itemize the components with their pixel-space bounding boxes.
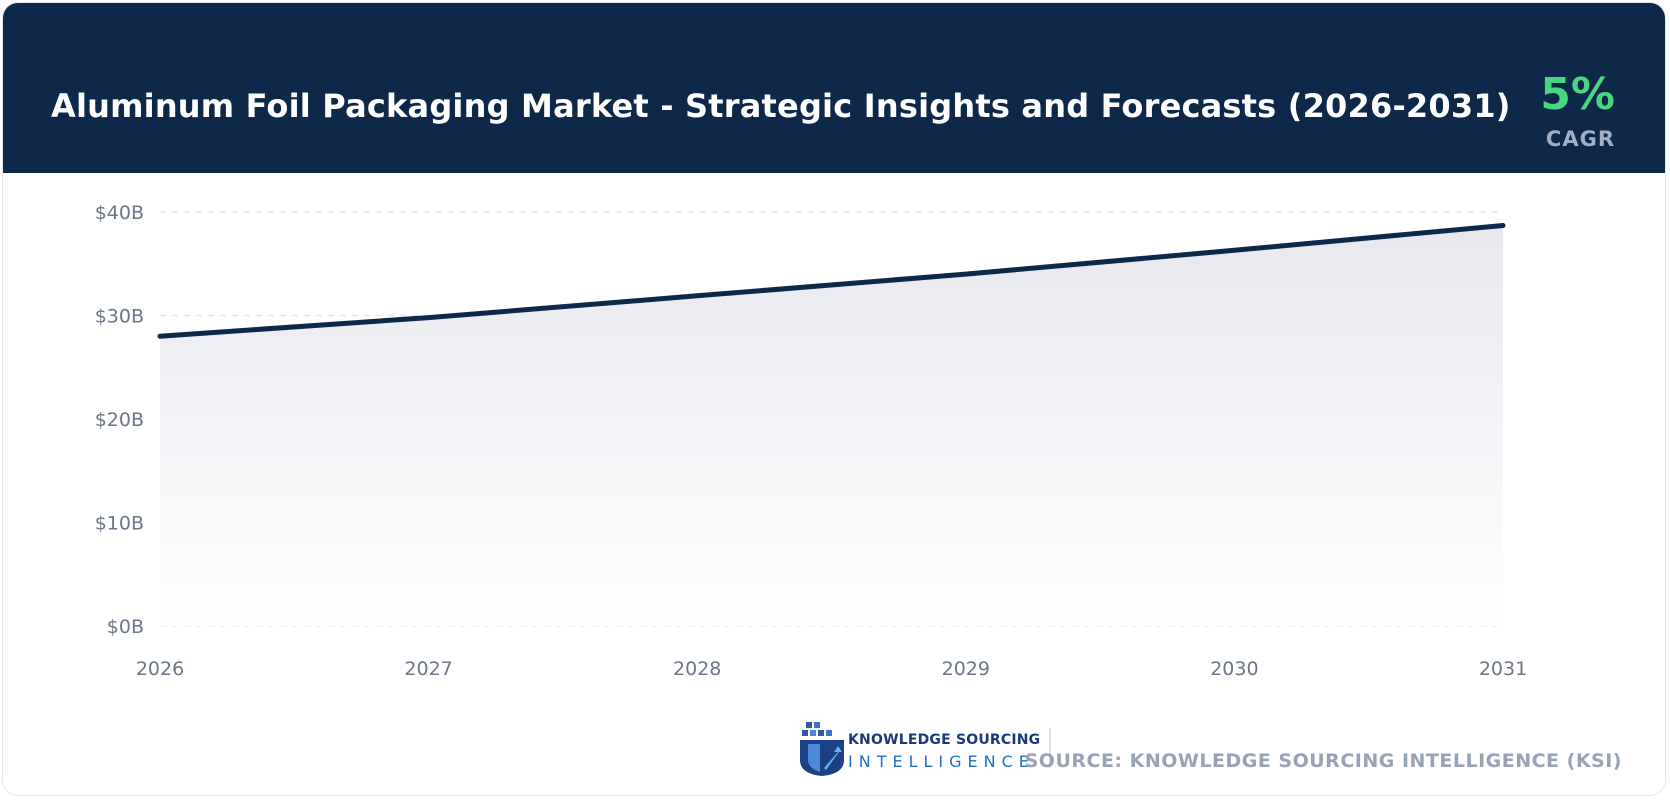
y-axis-ticks: $0B $10B $20B $30B $40B	[95, 202, 144, 638]
x-tick-label: 2027	[404, 658, 452, 680]
series-line	[157, 223, 1506, 339]
line-layer	[157, 223, 1506, 339]
logo-text-primary: KNOWLEDGE SOURCING	[848, 732, 1041, 748]
x-tick-label: 2030	[1210, 658, 1258, 680]
y-tick-label: $30B	[95, 306, 144, 328]
chart-title: Aluminum Foil Packaging Market - Strateg…	[51, 87, 1511, 125]
ksi-logo-icon	[800, 722, 844, 776]
x-tick-label: 2031	[1479, 658, 1527, 680]
x-tick-label: 2029	[942, 658, 990, 680]
source-note: SOURCE: KNOWLEDGE SOURCING INTELLIGENCE …	[1024, 750, 1622, 772]
chart-header: Aluminum Foil Packaging Market - Strateg…	[3, 3, 1665, 173]
logo-text-secondary: INTELLIGENCE	[848, 752, 1035, 771]
cagr-label: CAGR	[1545, 127, 1615, 151]
y-tick-label: $40B	[95, 202, 144, 224]
area-fill-layer	[160, 225, 1503, 626]
x-tick-label: 2026	[136, 658, 184, 680]
footer-divider	[1049, 728, 1051, 768]
area-fill	[160, 225, 1503, 626]
y-tick-label: $10B	[95, 513, 144, 535]
y-tick-label: $0B	[107, 616, 144, 638]
y-tick-label: $20B	[95, 409, 144, 431]
x-tick-label: 2028	[673, 658, 721, 680]
cagr-value: 5%	[1540, 69, 1615, 120]
x-axis-ticks: 2026 2027 2028 2029 2030 2031	[136, 658, 1527, 680]
